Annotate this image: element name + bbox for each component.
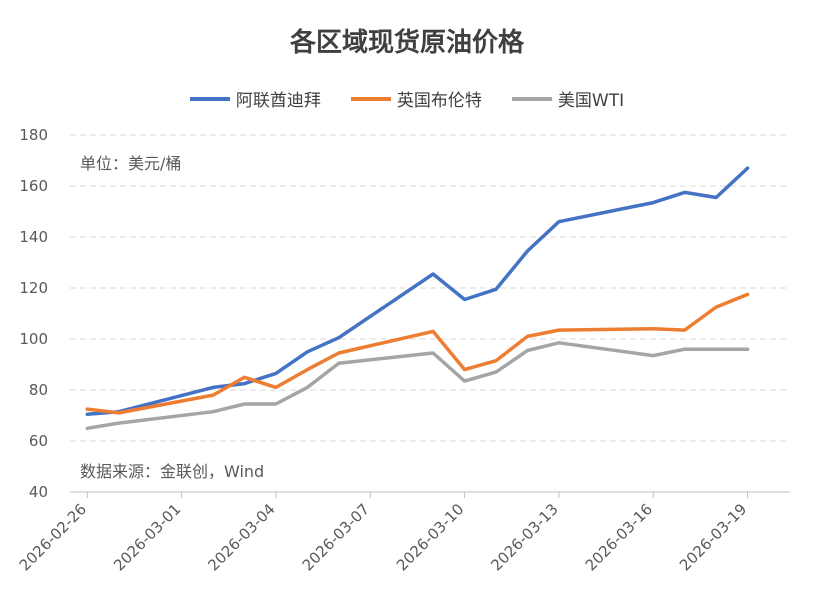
unit-note: 单位：美元/桶 bbox=[80, 154, 182, 173]
x-tick-label: 2026-03-10 bbox=[393, 500, 467, 574]
legend-swatch-dubai bbox=[189, 96, 230, 101]
y-tick-label: 180 bbox=[19, 126, 48, 144]
y-tick-label: 120 bbox=[19, 279, 48, 297]
legend-swatch-wti bbox=[511, 96, 552, 101]
legend-label-wti: 美国WTI bbox=[557, 91, 625, 111]
series-line-brent bbox=[85, 292, 750, 415]
x-tick-label: 2026-02-26 bbox=[16, 500, 90, 574]
y-tick-label: 140 bbox=[19, 228, 48, 246]
x-tick-label: 2026-03-13 bbox=[487, 500, 561, 574]
x-tick-label: 2026-03-19 bbox=[676, 500, 750, 574]
legend-item-dubai: 阿联酋迪拜 bbox=[189, 86, 321, 111]
legend-item-brent: 英国布伦特 bbox=[350, 86, 482, 111]
legend-label-brent: 英国布伦特 bbox=[396, 91, 482, 111]
legend: 阿联酋迪拜 英国布伦特 美国WTI bbox=[0, 86, 814, 111]
source-note: 数据来源：金联创，Wind bbox=[80, 462, 265, 481]
chart-title: 各区域现货原油价格 bbox=[289, 28, 524, 58]
y-tick-label: 80 bbox=[29, 381, 48, 399]
series-line-dubai bbox=[85, 166, 750, 416]
x-tick-label: 2026-03-07 bbox=[299, 500, 373, 574]
y-tick-label: 60 bbox=[29, 432, 48, 450]
x-tick-label: 2026-03-01 bbox=[110, 500, 184, 574]
series-line-wti bbox=[85, 341, 750, 431]
y-tick-label: 100 bbox=[19, 330, 48, 348]
legend-label-dubai: 阿联酋迪拜 bbox=[235, 91, 321, 111]
x-tick-label: 2026-03-16 bbox=[582, 500, 656, 574]
legend-item-wti: 美国WTI bbox=[511, 86, 625, 111]
x-tick-label: 2026-03-04 bbox=[204, 500, 278, 574]
y-tick-label: 160 bbox=[19, 177, 48, 195]
legend-swatch-brent bbox=[350, 96, 391, 101]
y-tick-label: 40 bbox=[29, 483, 48, 501]
